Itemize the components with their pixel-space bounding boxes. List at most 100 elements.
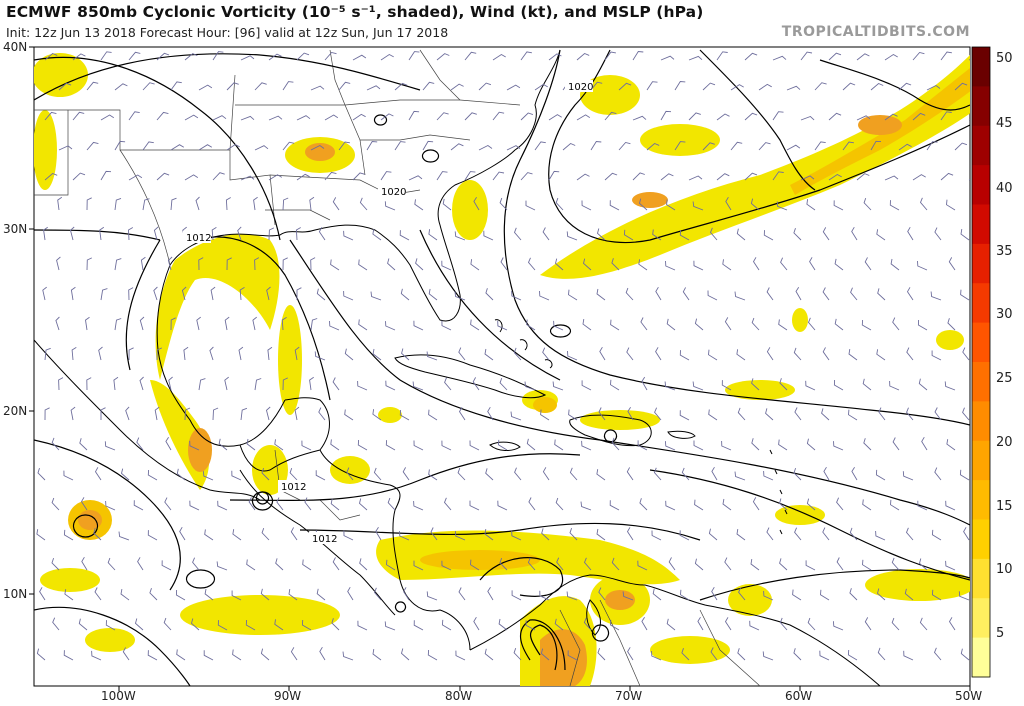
wind-barb (413, 320, 424, 331)
wind-barb (352, 54, 367, 61)
wind-barb (793, 228, 802, 241)
wind-barb (497, 439, 508, 451)
wind-barb (864, 617, 872, 631)
wind-barb (604, 51, 616, 61)
colorbar-segment (972, 558, 990, 599)
wind-barb (884, 175, 899, 181)
wind-barb (597, 647, 606, 661)
wind-barb (454, 291, 466, 301)
wind-barb (877, 647, 886, 661)
wind-barb (358, 498, 368, 511)
wind-barb (105, 620, 116, 631)
wind-barb (762, 651, 774, 661)
wind-barb (548, 53, 562, 61)
wind-barb (470, 259, 480, 271)
wind-barb (875, 530, 886, 541)
wind-barb (526, 438, 536, 451)
wind-barb (282, 81, 294, 91)
wind-barb (917, 260, 928, 271)
wind-barb (499, 197, 508, 211)
wind-barb (139, 316, 145, 331)
lat-label: 10N (3, 587, 28, 601)
wind-barb (851, 226, 858, 241)
wind-barb (296, 287, 302, 300)
wind-barb (441, 440, 452, 451)
wind-barb (238, 346, 244, 361)
wind-barb (931, 589, 942, 601)
wind-barb (820, 589, 830, 601)
wind-barb (905, 527, 914, 541)
wind-barb (959, 469, 970, 481)
wind-barb (795, 286, 802, 301)
wind-barb (72, 53, 86, 61)
wind-barb (828, 52, 842, 61)
wind-barb (711, 586, 718, 601)
wind-barb (301, 619, 312, 631)
wind-barb (912, 112, 926, 121)
wind-barb (513, 347, 522, 361)
wind-barb (576, 173, 590, 181)
wind-barb (638, 259, 648, 271)
wind-barb (583, 557, 592, 571)
wind-barb (358, 259, 368, 271)
wind-barb (203, 650, 214, 661)
wind-barb (51, 437, 60, 451)
wind-barb (142, 82, 155, 91)
wind-barb (596, 228, 606, 241)
wind-barb (848, 409, 858, 421)
colorbar-segment (972, 322, 990, 363)
colorbar-segment (972, 637, 990, 678)
wind-barb (627, 406, 634, 421)
wind-barb (702, 142, 715, 151)
wind-barb (652, 588, 662, 601)
wind-barb (310, 85, 325, 91)
wind-barb (139, 376, 144, 391)
brand-watermark: TROPICALTIDBITS.COM (781, 24, 970, 40)
wind-barb (693, 260, 704, 271)
wind-barb (485, 468, 494, 481)
wind-barb (806, 438, 816, 451)
wind-barb (370, 291, 382, 301)
wind-barb (342, 651, 354, 661)
wind-barb (807, 617, 816, 631)
wind-barb (128, 347, 134, 361)
wind-barb (274, 439, 284, 451)
wind-barb (338, 81, 351, 91)
wind-barb (528, 497, 536, 511)
wind-barb (44, 52, 58, 61)
wind-barb (640, 317, 648, 331)
wind-barb (721, 380, 732, 391)
wind-barb (253, 196, 258, 211)
wind-barb (288, 589, 298, 601)
wind-barb (128, 227, 134, 241)
wind-barb (674, 141, 686, 151)
wind-barb (99, 226, 105, 241)
wind-barb (766, 347, 774, 361)
wind-barb (343, 230, 354, 241)
wind-barb (527, 257, 536, 271)
wind-barb (56, 256, 61, 271)
wind-barb (275, 558, 284, 571)
lon-label: 70W (615, 689, 643, 703)
wind-barb (192, 557, 200, 571)
wind-barb (478, 144, 493, 151)
wind-barb (632, 172, 645, 181)
wind-barb (142, 141, 154, 151)
wind-barb (338, 141, 350, 151)
wind-barb (554, 618, 564, 631)
wind-barb (428, 229, 438, 241)
wind-barb (566, 591, 578, 601)
lon-label: 60W (785, 689, 813, 703)
wind-barb (958, 591, 970, 601)
wind-barb (373, 587, 382, 601)
wind-barb (891, 617, 900, 631)
wind-barb (870, 140, 882, 151)
wind-barb (724, 317, 732, 331)
wind-barb (296, 173, 310, 181)
wind-barb (198, 144, 213, 151)
wind-barb (694, 558, 704, 571)
wind-barb (692, 381, 704, 391)
wind-barb (422, 140, 434, 151)
isobar-label: 1012 (281, 482, 306, 493)
wind-barb (413, 500, 424, 511)
